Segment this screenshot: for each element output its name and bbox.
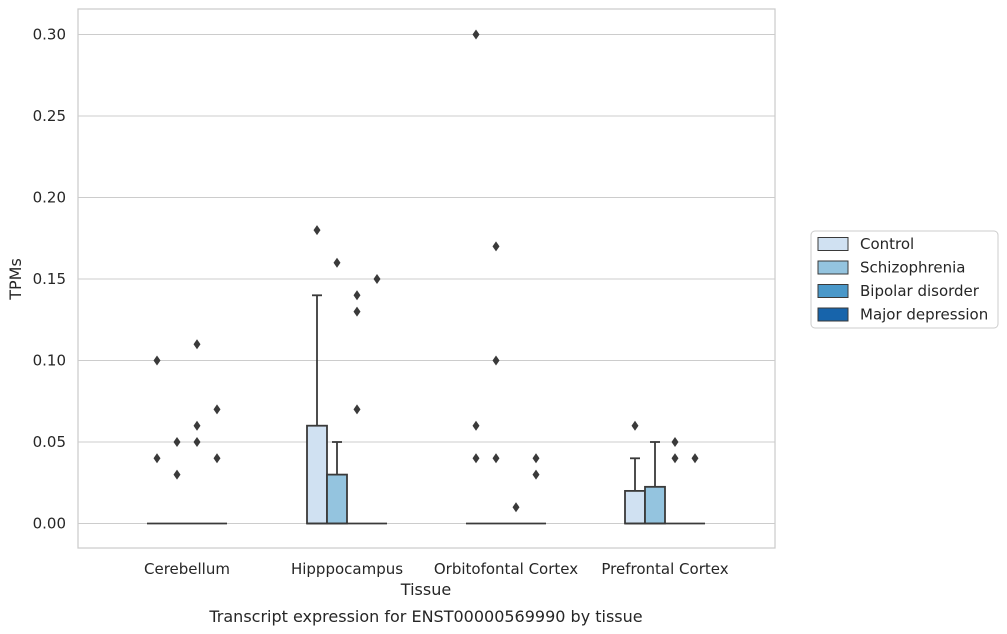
y-tick-label: 0.10: [33, 352, 66, 370]
outlier-point: [472, 420, 480, 431]
outlier-point: [492, 453, 500, 464]
outlier-point: [153, 355, 161, 366]
outlier-point: [532, 469, 540, 480]
outlier-point: [313, 225, 321, 236]
box: [306, 424, 328, 525]
outlier-point: [492, 355, 500, 366]
outlier-point: [532, 453, 540, 464]
x-tick-label: Orbitofontal Cortex: [434, 560, 578, 578]
y-tick-label: 0.25: [33, 107, 66, 125]
y-tick-label: 0.05: [33, 433, 66, 451]
outlier-point: [193, 420, 201, 431]
outlier-point: [492, 241, 500, 252]
x-tick-label: Prefrontal Cortex: [601, 560, 728, 578]
outlier-point: [472, 29, 480, 40]
legend: Control Schizophrenia Bipolar disorder Majo…: [810, 230, 999, 329]
legend-label: Schizophrenia: [860, 259, 965, 277]
outlier-point: [671, 453, 679, 464]
plot-marks: [147, 29, 705, 525]
outlier-point: [373, 274, 381, 284]
box: [624, 489, 646, 525]
y-axis-label: TPMs: [6, 258, 25, 301]
y-tick-label: 0.15: [33, 270, 66, 288]
legend-swatch: [817, 307, 849, 322]
outlier-point: [193, 437, 201, 447]
outlier-point: [353, 404, 361, 415]
y-tick-label: 0.20: [33, 189, 66, 207]
plot-frame: [77, 8, 776, 549]
chart-caption: Transcript expression for ENST0000056999…: [208, 607, 642, 626]
x-tick-label: Hipppocampus: [291, 560, 403, 578]
outlier-point: [512, 502, 520, 513]
y-tick-label: 0.30: [33, 26, 66, 44]
outlier-point: [353, 290, 361, 301]
outlier-point: [153, 453, 161, 464]
legend-swatch: [817, 237, 849, 251]
outlier-point: [472, 453, 480, 464]
x-axis-label: Tissue: [400, 580, 451, 599]
outlier-point: [213, 404, 221, 415]
box: [644, 485, 666, 525]
legend-label: Bipolar disorder: [860, 282, 980, 300]
outlier-point: [173, 437, 181, 447]
y-tick-label: 0.00: [33, 515, 66, 533]
legend-label: Control: [860, 235, 914, 253]
outlier-point: [691, 453, 699, 464]
legend-swatch: [817, 284, 849, 298]
outlier-point: [671, 437, 679, 447]
outlier-point: [631, 420, 639, 431]
y-tick-labels: 0.00 0.05 0.10 0.15 0.20 0.25 0.30: [33, 26, 66, 533]
outlier-point: [213, 453, 221, 464]
x-tick-label: Cerebellum: [144, 560, 230, 578]
grid-lines: [78, 33, 775, 525]
x-tick-labels: Cerebellum Hipppocampus Orbitofontal Corte…: [144, 560, 729, 578]
legend-swatch: [817, 260, 849, 275]
box: [326, 473, 348, 525]
outlier-point: [333, 257, 341, 268]
legend-frame: [810, 230, 999, 329]
outlier-point: [353, 306, 361, 317]
outlier-point: [193, 339, 201, 350]
legend-label: Major depression: [860, 306, 988, 324]
outlier-point: [173, 469, 181, 480]
